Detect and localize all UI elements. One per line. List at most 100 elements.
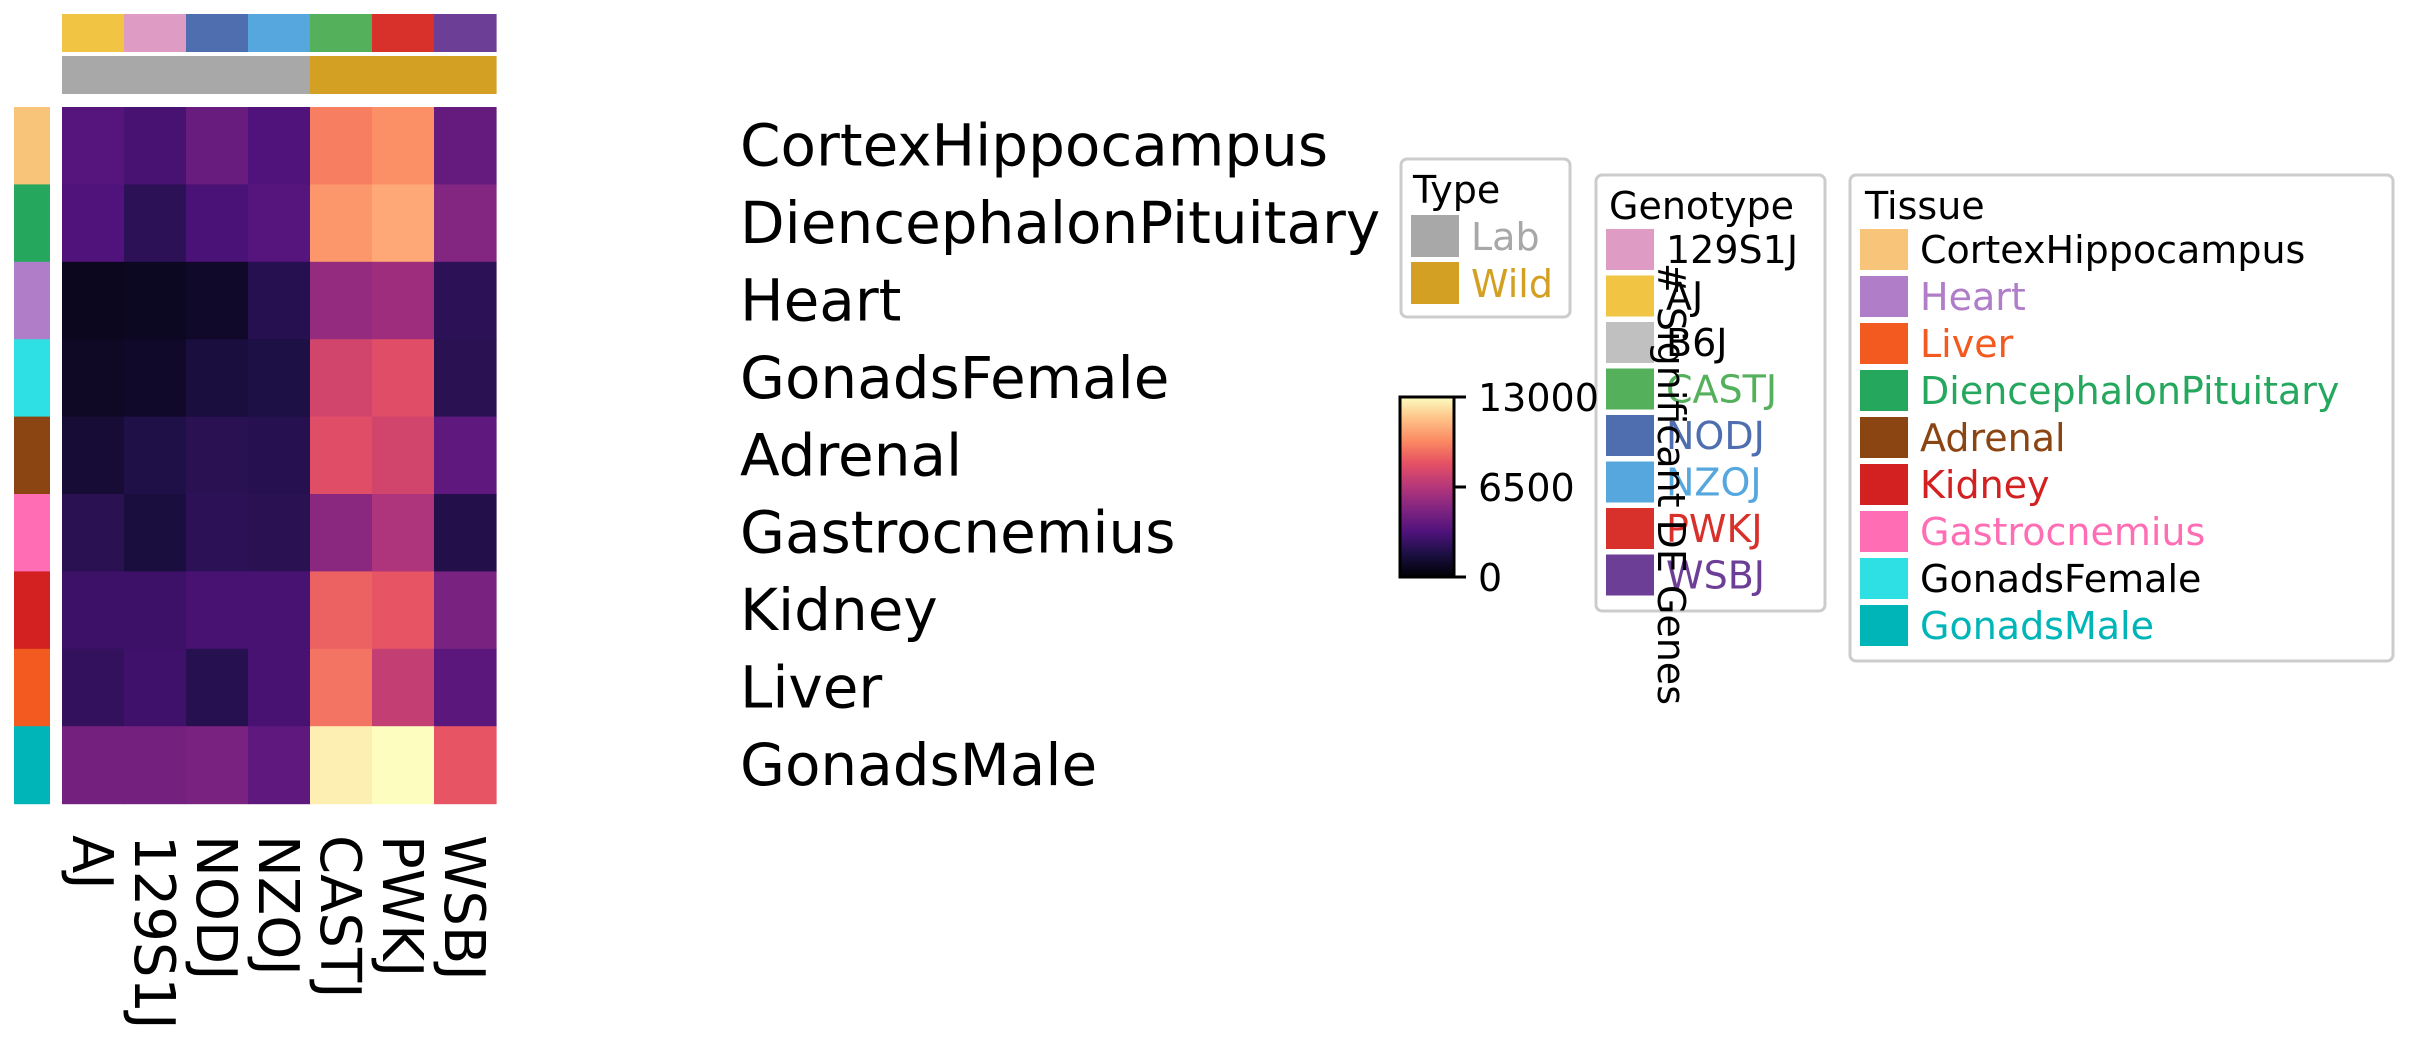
genotype-legend-label-b6j: B6J <box>1666 321 1727 365</box>
heatmap-cell <box>248 416 311 495</box>
heatmap-cell <box>310 648 373 727</box>
heatmap-cell <box>310 494 373 572</box>
heatmap-cell <box>62 416 125 495</box>
genotype-annotation-cell <box>434 14 497 52</box>
heatmap-cell <box>248 107 311 185</box>
heatmap-cell <box>186 107 249 185</box>
heatmap-cell <box>248 339 311 418</box>
heatmap-cell <box>62 107 125 185</box>
heatmap-cell <box>434 339 497 418</box>
genotype-annotation-cell <box>310 14 373 52</box>
heatmap-cell <box>62 184 125 263</box>
tissue-legend-swatch-kidney <box>1860 464 1908 505</box>
heatmap-cell <box>186 726 249 805</box>
tissue-annotation-cell <box>14 571 50 650</box>
heatmap-cell <box>434 261 497 340</box>
heatmap-cell <box>372 416 435 495</box>
tissue-legend-swatch-gastrocnemius <box>1860 511 1908 552</box>
tissue-legend-items: CortexHippocampusHeartLiverDiencephalonP… <box>1860 228 2339 648</box>
column-annotations <box>62 14 497 94</box>
column-label-castj: CASTJ <box>307 835 372 999</box>
row-annotations <box>14 107 50 805</box>
heatmap-cell <box>186 571 249 650</box>
tissue-annotation-cell <box>14 416 50 495</box>
genotype-legend-label-aj: AJ <box>1666 275 1703 319</box>
row-label-gonadsmale: GonadsMale <box>740 731 1097 799</box>
column-label-aj: AJ <box>59 835 124 890</box>
heatmap-cell <box>124 726 187 805</box>
heatmap-cell <box>248 494 311 572</box>
genotype-legend-swatch-pwkj <box>1606 508 1654 549</box>
tissue-legend-swatch-diencephalonpituitary <box>1860 370 1908 411</box>
tissue-legend: Tissue CortexHippocampusHeartLiverDience… <box>1848 173 2395 663</box>
tissue-annotation-cell <box>14 648 50 727</box>
genotype-legend-swatch-129s1j <box>1606 229 1654 270</box>
heatmap-cell <box>248 184 311 263</box>
genotype-legend: Genotype 129S1JAJB6JCASTJNODJNZOJPWKJWSB… <box>1594 173 1827 613</box>
column-label-pwkj: PWKJ <box>369 835 434 977</box>
heatmap-cell <box>434 416 497 495</box>
tissue-legend-swatch-gonadsfemale <box>1860 558 1908 599</box>
colorbar-tick-label: 6500 <box>1478 466 1575 510</box>
row-label-diencephalonpituitary: DiencephalonPituitary <box>740 189 1380 257</box>
heatmap-cell <box>372 571 435 650</box>
row-label-heart: Heart <box>740 267 901 335</box>
heatmap-cell <box>372 726 435 805</box>
genotype-legend-label-nzoj: NZOJ <box>1666 461 1762 505</box>
heatmap-cell <box>310 416 373 495</box>
tissue-annotation-cell <box>14 726 50 805</box>
tissue-legend-swatch-adrenal <box>1860 417 1908 458</box>
heatmap-grid <box>62 107 497 805</box>
type-legend-title: Type <box>1412 168 1500 212</box>
heatmap-cell <box>434 184 497 263</box>
genotype-legend-swatch-castj <box>1606 368 1654 410</box>
tissue-legend-label-gastrocnemius: Gastrocnemius <box>1920 510 2205 554</box>
column-label-nzoj: NZOJ <box>245 835 310 976</box>
heatmap-cell <box>372 494 435 572</box>
heatmap-cell <box>434 494 497 572</box>
heatmap-cell <box>186 416 249 495</box>
genotype-legend-label-wsbj: WSBJ <box>1666 554 1765 598</box>
tissue-annotation-cell <box>14 339 50 418</box>
tissue-legend-label-diencephalonpituitary: DiencephalonPituitary <box>1920 369 2339 413</box>
type-annotation-cell <box>124 56 187 94</box>
type-annotation-cell <box>248 56 311 94</box>
tissue-legend-label-liver: Liver <box>1920 322 2014 366</box>
tissue-legend-label-gonadsfemale: GonadsFemale <box>1920 557 2201 601</box>
genotype-legend-label-pwkj: PWKJ <box>1666 507 1763 551</box>
column-label-wsbj: WSBJ <box>431 835 496 981</box>
genotype-annotation-cell <box>248 14 311 52</box>
heatmap-cell <box>434 571 497 650</box>
tissue-legend-title: Tissue <box>1864 184 1985 228</box>
genotype-legend-swatch-nzoj <box>1606 461 1654 503</box>
heatmap-cell <box>434 107 497 185</box>
column-label-129s1j: 129S1J <box>121 835 186 1030</box>
heatmap-cell <box>248 261 311 340</box>
heatmap-cell <box>124 648 187 727</box>
heatmap-cell <box>62 648 125 727</box>
type-annotation-cell <box>62 56 125 94</box>
heatmap-cell <box>62 726 125 805</box>
heatmap-cell <box>124 571 187 650</box>
heatmap-cell <box>124 107 187 185</box>
tissue-annotation-cell <box>14 184 50 263</box>
colorbar: 0 6500 13000 # Significant DE Genes <box>1398 263 1693 705</box>
genotype-annotation-cell <box>124 14 187 52</box>
tissue-legend-label-cortexhippocampus: CortexHippocampus <box>1920 228 2305 272</box>
colorbar-ticks: 0 6500 13000 <box>1454 376 1599 600</box>
type-annotation-cell <box>186 56 249 94</box>
heatmap-cell <box>62 494 125 572</box>
heatmap-cell <box>124 261 187 340</box>
heatmap-cell <box>248 571 311 650</box>
heatmap-cell <box>434 648 497 727</box>
tissue-legend-swatch-liver <box>1860 323 1908 364</box>
heatmap-cell <box>62 339 125 418</box>
genotype-legend-title: Genotype <box>1609 184 1794 228</box>
type-annotation-cell <box>310 56 373 94</box>
heatmap-cell <box>124 184 187 263</box>
genotype-annotation-cell <box>186 14 249 52</box>
heatmap-cell <box>186 648 249 727</box>
